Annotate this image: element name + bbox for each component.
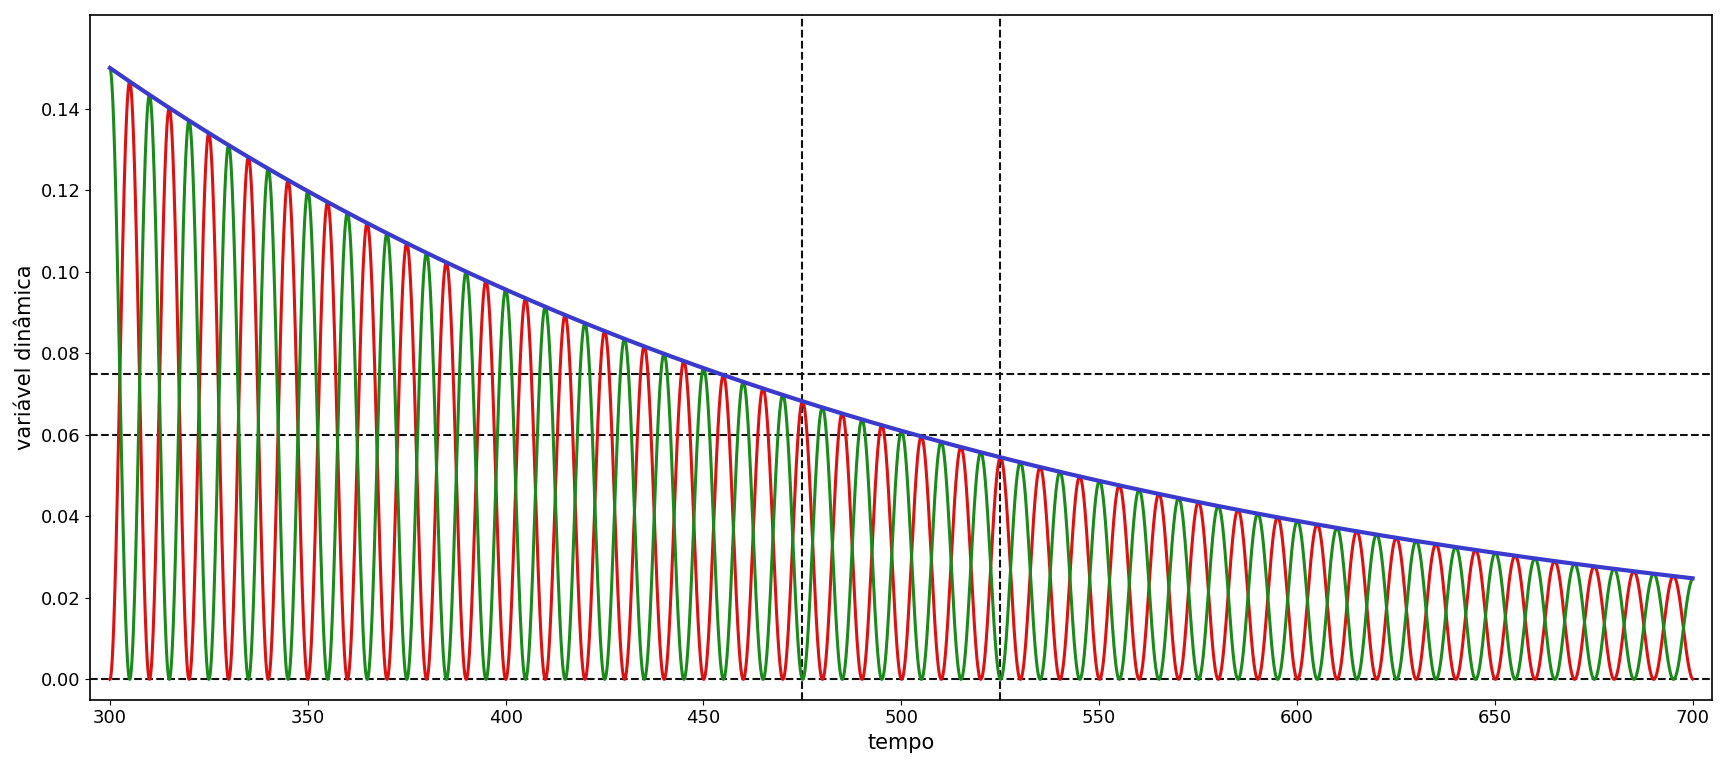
Y-axis label: variável dinâmica: variável dinâmica [16,265,35,450]
X-axis label: tempo: tempo [867,733,935,753]
